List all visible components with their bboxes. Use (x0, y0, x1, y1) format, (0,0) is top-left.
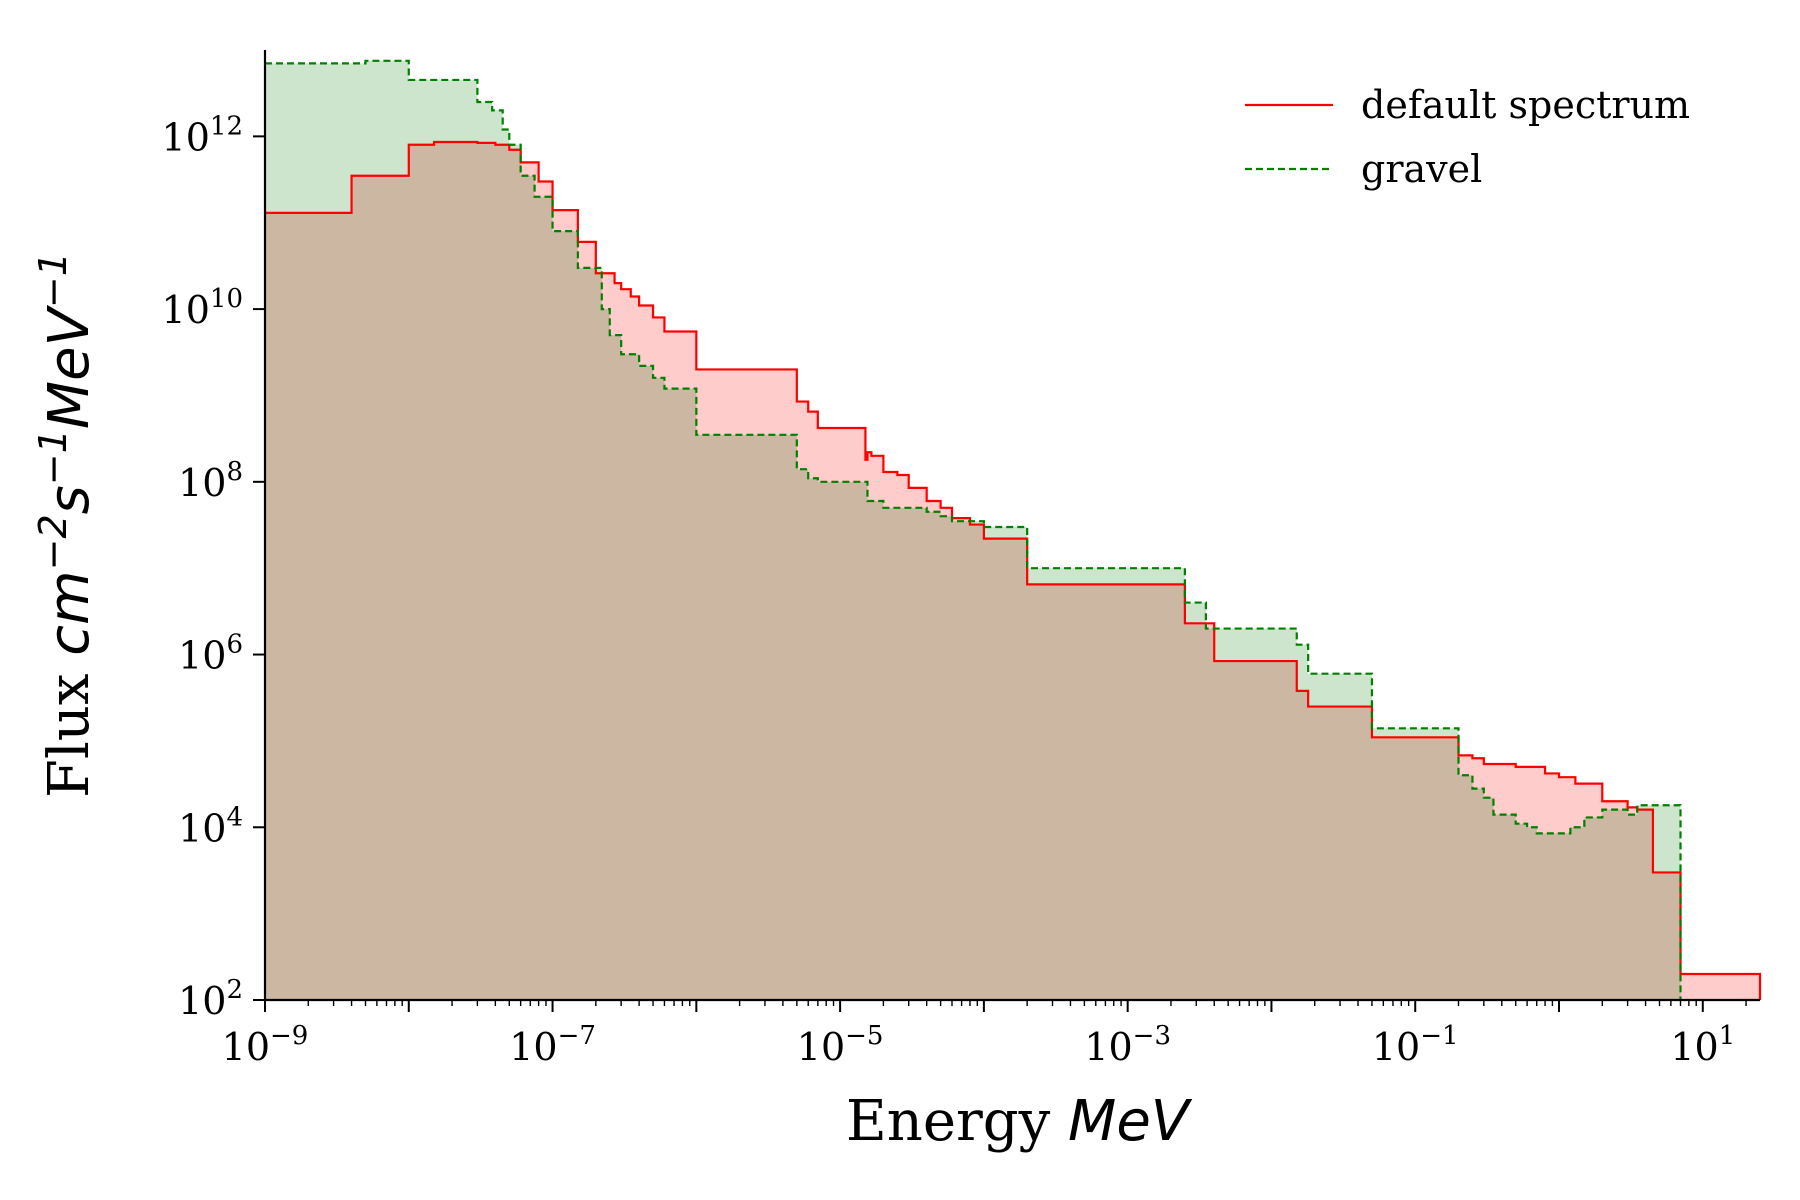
x-tick-label: 10−7 (509, 1021, 596, 1069)
legend: default spectrum gravel (1245, 83, 1690, 191)
axes (263, 50, 1760, 1002)
series-line-0 (265, 140, 1762, 1000)
x-tick-label: 10−1 (1372, 1021, 1459, 1069)
legend-label-1: gravel (1361, 147, 1482, 191)
y-tick-label: 102 (178, 975, 243, 1023)
legend-label-0: default spectrum (1361, 83, 1690, 127)
y-tick-label: 108 (178, 457, 243, 505)
series-line-1 (265, 59, 1682, 1000)
series-fill-1 (265, 60, 1681, 1001)
y-axis-title: Flux cm−2s−1MeV−1 (31, 252, 102, 798)
x-tick-label: 101 (1670, 1021, 1735, 1069)
x-tick-label: 10−5 (797, 1021, 884, 1069)
y-tick-label: 1012 (162, 111, 243, 159)
axis-titles: Energy MeV Flux cm−2s−1MeV−1 (31, 252, 1193, 1154)
y-tick-label: 1010 (162, 284, 243, 332)
series-lines (265, 59, 1762, 1000)
tick-marks: 10−9 10−7 10−5 10−3 10−1 101 102 104 106 108 1010 1… (162, 111, 1747, 1069)
y-tick-label: 106 (178, 630, 243, 678)
x-tick-label: 10−9 (222, 1021, 309, 1069)
area-fills (265, 60, 1760, 1001)
x-axis-title: Energy MeV (846, 1089, 1193, 1154)
x-tick-label: 10−3 (1084, 1021, 1171, 1069)
y-tick-label: 104 (178, 802, 243, 850)
